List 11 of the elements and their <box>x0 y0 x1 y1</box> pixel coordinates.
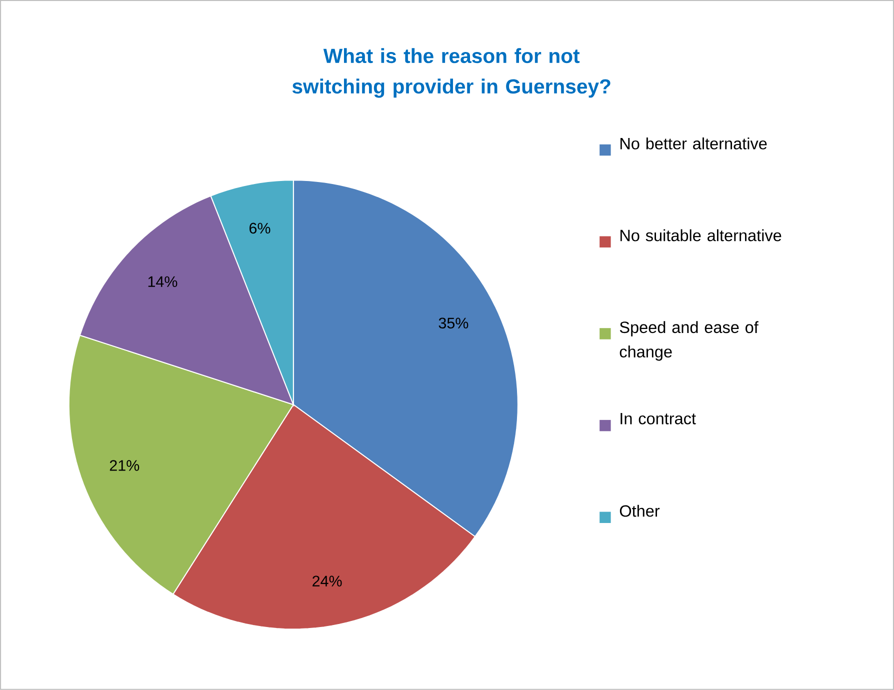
data-label: 6% <box>250 222 270 234</box>
data-label: 21% <box>110 460 140 471</box>
legend-label: In contract <box>620 413 696 424</box>
data-label: 35% <box>438 318 468 329</box>
legend-label: Speed and ease of change <box>620 321 758 361</box>
legend-label: No better alternative <box>620 138 767 150</box>
legend-label: No suitable alternative <box>620 229 782 242</box>
legend-label: Other <box>620 504 660 517</box>
data-label: 24% <box>312 576 342 587</box>
data-label: 14% <box>148 276 178 288</box>
chart-title: What is the reason for not switching provider in Guernsey? <box>292 48 610 98</box>
